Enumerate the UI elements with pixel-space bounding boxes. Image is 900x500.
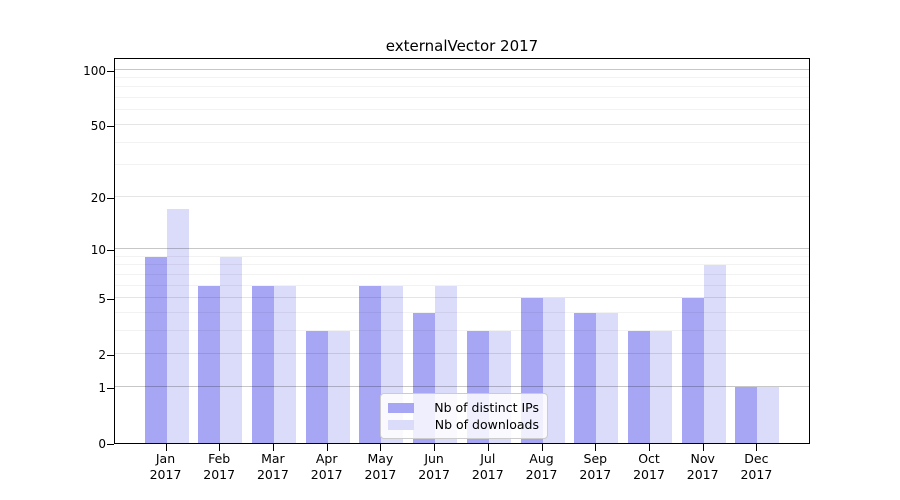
x-tick-label-feb: Feb 2017 — [187, 451, 251, 483]
y-tick-label-0: 0 — [98, 437, 106, 451]
x-tick-year-dec: 2017 — [740, 467, 773, 482]
x-tick-label-jan: Jan 2017 — [134, 451, 198, 483]
gridline-y-80 — [115, 86, 809, 88]
x-tick-label-jun: Jun 2017 — [402, 451, 466, 483]
x-tick-label-dec: Dec 2017 — [724, 451, 788, 483]
gridline-y-70 — [115, 97, 809, 99]
gridline-y-50 — [115, 123, 809, 125]
gridline-y-60 — [115, 109, 809, 111]
y-tick-5 — [107, 299, 114, 300]
x-tick-year-jul: 2017 — [471, 467, 504, 482]
bar-oct-distinct-ips — [627, 330, 650, 443]
x-tick-apr — [326, 444, 328, 451]
gridline-y-40 — [115, 141, 809, 143]
gridline-y-30 — [115, 164, 809, 166]
x-tick-year-feb: 2017 — [203, 467, 236, 482]
y-tick-1 — [107, 387, 114, 389]
gridline-y-100 — [115, 68, 809, 70]
x-tick-year-oct: 2017 — [633, 467, 665, 482]
x-tick-label-apr: Apr 2017 — [295, 451, 359, 483]
x-tick-year-jun: 2017 — [418, 467, 450, 482]
x-tick-year-aug: 2017 — [525, 467, 558, 482]
y-tick-label-2: 2 — [98, 348, 106, 363]
legend-label-downloads: Nb of downloads — [434, 417, 539, 432]
y-tick-2 — [107, 355, 114, 357]
x-tick-label-nov: Nov 2017 — [671, 451, 735, 483]
y-tick-50 — [107, 125, 114, 127]
bar-nov-downloads — [703, 265, 726, 443]
x-tick-label-jul: Jul 2017 — [456, 451, 520, 483]
x-tick-feb — [219, 444, 221, 451]
bar-sep-downloads — [596, 312, 619, 443]
gridline-y-90 — [115, 77, 809, 78]
gridline-y-20 — [115, 195, 809, 197]
x-tick-aug — [541, 444, 543, 451]
bar-dec-downloads — [757, 386, 780, 443]
bar-jan-downloads — [166, 209, 189, 443]
y-tick-label-5: 5 — [98, 292, 106, 306]
x-tick-jul — [487, 444, 489, 451]
bar-dec-distinct-ips — [735, 386, 758, 443]
bar-nov-distinct-ips — [681, 298, 704, 443]
x-tick-label-aug: Aug 2017 — [510, 451, 574, 483]
chart-title: externalVector 2017 — [385, 37, 539, 55]
x-tick-may — [380, 444, 382, 451]
bar-aug-downloads — [542, 298, 565, 443]
x-tick-mar — [272, 444, 274, 451]
bar-sep-distinct-ips — [574, 312, 597, 443]
bar-mar-distinct-ips — [251, 285, 274, 443]
x-tick-oct — [649, 444, 650, 451]
x-tick-label-mar: Mar 2017 — [241, 451, 305, 483]
legend-row-downloads: Nb of downloads — [388, 416, 539, 433]
legend-label-distinct-ips: Nb of distinct IPs — [434, 400, 539, 415]
x-tick-sep — [595, 444, 597, 451]
x-tick-label-may: May 2017 — [348, 451, 412, 483]
bar-feb-distinct-ips — [198, 285, 221, 443]
y-tick-20 — [107, 197, 114, 199]
x-tick-year-nov: 2017 — [686, 467, 719, 482]
bar-feb-downloads — [220, 256, 243, 443]
legend-row-distinct-ips: Nb of distinct IPs — [388, 399, 539, 416]
legend-swatch-distinct-ips — [388, 402, 414, 413]
bar-apr-distinct-ips — [305, 330, 328, 443]
x-tick-year-jan: 2017 — [149, 467, 182, 482]
bar-mar-downloads — [273, 285, 296, 443]
bar-apr-downloads — [327, 330, 350, 443]
y-tick-label-10: 10 — [90, 243, 106, 257]
y-tick-label-20: 20 — [90, 190, 106, 205]
x-tick-label-sep: Sep 2017 — [563, 451, 627, 483]
y-tick-label-50: 50 — [90, 118, 106, 133]
x-tick-jun — [434, 444, 436, 451]
x-tick-year-sep: 2017 — [579, 467, 612, 482]
y-tick-10 — [107, 250, 114, 251]
x-tick-year-apr: 2017 — [310, 467, 343, 482]
bar-oct-downloads — [649, 330, 672, 443]
gridline-y-10 — [115, 248, 809, 249]
gridline-y-9 — [115, 255, 809, 257]
x-tick-year-may: 2017 — [364, 467, 397, 482]
x-tick-nov — [702, 444, 704, 451]
y-tick-100 — [107, 70, 114, 72]
y-tick-0 — [107, 444, 114, 445]
x-tick-dec — [756, 444, 758, 451]
bar-jan-distinct-ips — [144, 256, 167, 443]
x-tick-jan — [165, 444, 167, 451]
bar-may-distinct-ips — [359, 285, 382, 443]
plot-area: Nb of distinct IPs Nb of downloads — [114, 58, 810, 444]
y-tick-label-100: 100 — [83, 63, 106, 78]
x-tick-label-oct: Oct 2017 — [617, 451, 681, 483]
y-tick-label-1: 1 — [98, 380, 106, 395]
legend: Nb of distinct IPs Nb of downloads — [380, 393, 548, 439]
legend-swatch-downloads — [388, 419, 414, 430]
x-tick-year-mar: 2017 — [256, 467, 289, 482]
